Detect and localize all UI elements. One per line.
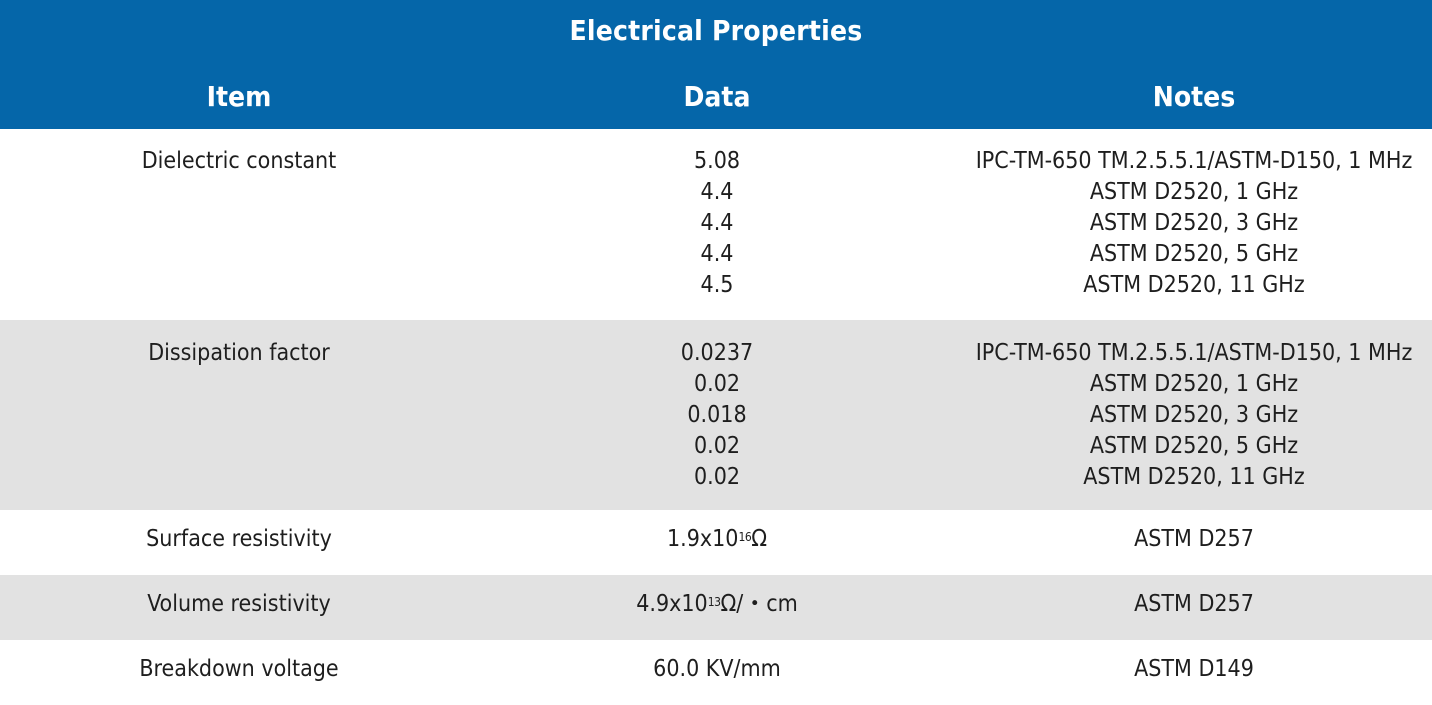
item-cell: Dielectric constant xyxy=(0,146,478,177)
item-cell: Breakdown voltage xyxy=(0,654,478,685)
table-row-breakdown-voltage: Breakdown voltage 60.0 KV/mm ASTM D149 xyxy=(0,640,1432,705)
table-row-dielectric-constant: Dielectric constant 5.08 4.4 4.4 4.4 4.5… xyxy=(0,129,1432,320)
data-cell: 4.9x1013Ω/・cm xyxy=(478,589,956,620)
notes-cell: IPC-TM-650 TM.2.5.5.1/ASTM-D150, 1 MHz A… xyxy=(956,338,1432,493)
data-exponent: 16 xyxy=(738,530,752,544)
item-label: Surface resistivity xyxy=(146,526,332,552)
data-value: 0.02 xyxy=(693,464,741,490)
notes-cell: IPC-TM-650 TM.2.5.5.1/ASTM-D150, 1 MHz A… xyxy=(956,146,1432,301)
note-text: IPC-TM-650 TM.2.5.5.1/ASTM-D150, 1 MHz xyxy=(975,148,1413,174)
column-header-item: Item xyxy=(206,80,272,113)
notes-cell: ASTM D257 xyxy=(956,524,1432,555)
item-label: Volume resistivity xyxy=(147,591,331,617)
column-header-data: Data xyxy=(683,80,751,113)
item-cell: Volume resistivity xyxy=(0,589,478,620)
data-unit: Ω/・cm xyxy=(720,591,798,617)
note-text: ASTM D257 xyxy=(1134,591,1254,617)
note-text: ASTM D257 xyxy=(1134,526,1254,552)
note-text: ASTM D149 xyxy=(1134,656,1254,682)
item-label: Dissipation factor xyxy=(148,340,330,366)
data-value: 4.9x1013Ω/・cm xyxy=(478,589,956,620)
table-header: Electrical Properties Item Data Notes xyxy=(0,0,1432,129)
item-cell: Dissipation factor xyxy=(0,338,478,369)
data-base: 4.9x10 xyxy=(636,591,708,617)
notes-cell: ASTM D257 xyxy=(956,589,1432,620)
notes-cell: ASTM D149 xyxy=(956,654,1432,685)
data-value: 4.4 xyxy=(700,241,734,267)
data-value: 0.02 xyxy=(693,433,741,459)
note-text: ASTM D2520, 11 GHz xyxy=(1083,272,1305,298)
note-text: ASTM D2520, 3 GHz xyxy=(1089,402,1299,428)
item-label: Dielectric constant xyxy=(141,148,337,174)
data-value: 4.5 xyxy=(700,272,734,298)
column-header-notes: Notes xyxy=(1152,80,1236,113)
data-value: 0.02 xyxy=(693,371,741,397)
table-title: Electrical Properties xyxy=(569,14,863,47)
data-value: 4.4 xyxy=(700,179,734,205)
note-text: IPC-TM-650 TM.2.5.5.1/ASTM-D150, 1 MHz xyxy=(975,340,1413,366)
table-row-volume-resistivity: Volume resistivity 4.9x1013Ω/・cm ASTM D2… xyxy=(0,575,1432,640)
note-text: ASTM D2520, 11 GHz xyxy=(1083,464,1305,490)
table-row-dissipation-factor: Dissipation factor 0.0237 0.02 0.018 0.0… xyxy=(0,320,1432,510)
data-value: 4.4 xyxy=(700,210,734,236)
note-text: ASTM D2520, 3 GHz xyxy=(1089,210,1299,236)
data-cell: 5.08 4.4 4.4 4.4 4.5 xyxy=(478,146,956,301)
data-exponent: 13 xyxy=(707,595,721,609)
note-text: ASTM D2520, 5 GHz xyxy=(1089,433,1299,459)
data-cell: 0.0237 0.02 0.018 0.02 0.02 xyxy=(478,338,956,493)
table-row-surface-resistivity: Surface resistivity 1.9x1016Ω ASTM D257 xyxy=(0,510,1432,575)
data-value: 0.018 xyxy=(687,402,747,428)
item-label: Breakdown voltage xyxy=(139,656,339,682)
note-text: ASTM D2520, 5 GHz xyxy=(1089,241,1299,267)
data-base: 1.9x10 xyxy=(666,526,739,552)
data-cell: 60.0 KV/mm xyxy=(478,654,956,685)
data-value: 0.0237 xyxy=(680,340,754,366)
data-value: 1.9x1016Ω xyxy=(478,524,956,555)
note-text: ASTM D2520, 1 GHz xyxy=(1089,179,1299,205)
data-unit: Ω xyxy=(751,526,767,552)
data-value: 60.0 KV/mm xyxy=(653,656,781,682)
item-cell: Surface resistivity xyxy=(0,524,478,555)
data-value: 5.08 xyxy=(693,148,741,174)
data-cell: 1.9x1016Ω xyxy=(478,524,956,555)
note-text: ASTM D2520, 1 GHz xyxy=(1089,371,1299,397)
